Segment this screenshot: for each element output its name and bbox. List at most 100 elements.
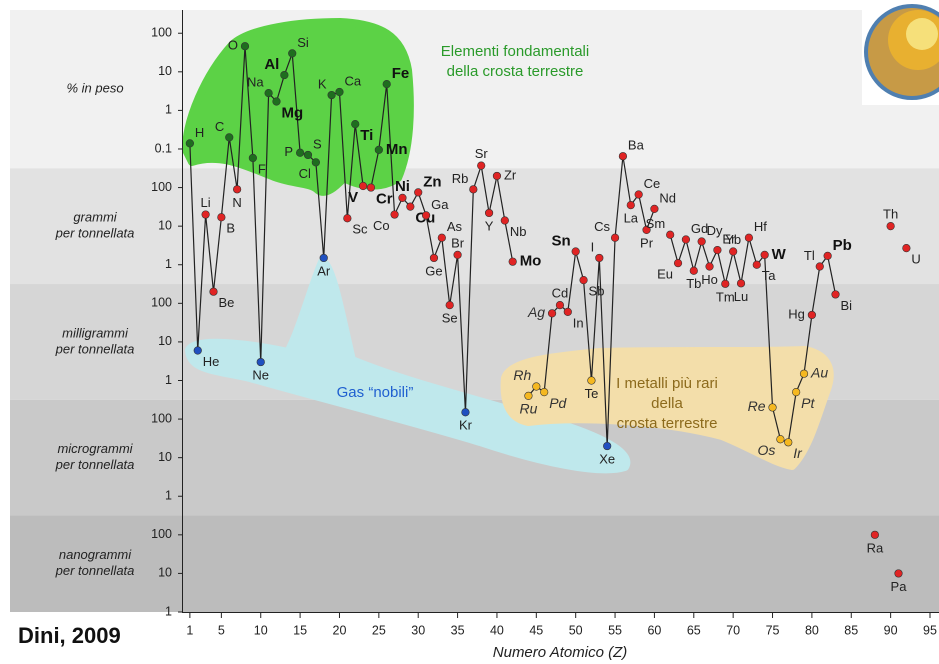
data-point: [587, 376, 596, 385]
element-label: Ge: [425, 263, 442, 278]
element-label: Cl: [299, 166, 311, 181]
data-point: [673, 259, 683, 268]
data-point: [366, 183, 376, 192]
element-label: Ga: [431, 197, 449, 212]
data-point: [713, 245, 722, 255]
x-tick-label: 20: [333, 623, 347, 637]
data-point: [634, 190, 643, 199]
data-point: [642, 225, 651, 234]
y-tick-label: 1: [165, 373, 172, 387]
element-label: Eu: [657, 267, 673, 282]
band-label: per tonnellata: [55, 563, 135, 578]
element-label: Lu: [734, 289, 748, 304]
element-label: S: [313, 136, 322, 151]
data-point: [500, 216, 509, 225]
data-point: [272, 97, 281, 106]
band: [10, 10, 939, 169]
element-label: Tl: [804, 248, 815, 263]
element-label: Ho: [701, 272, 718, 287]
data-point: [319, 253, 328, 263]
element-label: Pa: [891, 579, 908, 594]
element-label: Ca: [344, 73, 361, 88]
y-tick-label: 100: [151, 180, 172, 194]
element-label: He: [203, 354, 220, 369]
element-label: Ba: [628, 138, 645, 153]
data-point: [217, 213, 226, 222]
line: [669, 234, 837, 444]
x-tick-label: 55: [608, 623, 622, 637]
data-point: [610, 233, 620, 242]
element-label: Ru: [519, 401, 537, 417]
x-tick-label: 10: [254, 623, 268, 637]
y-tick-label: 10: [158, 450, 172, 464]
element-label: W: [772, 246, 787, 263]
data-point: [343, 214, 352, 223]
element-label: Si: [297, 35, 309, 50]
element-label: In: [573, 315, 584, 330]
band-label: nanogrammi: [59, 547, 132, 562]
element-label: Yb: [725, 232, 741, 247]
data-point: [532, 382, 541, 391]
data-point: [398, 193, 407, 202]
element-label: Kr: [459, 418, 473, 433]
element-label: Cd: [552, 286, 569, 301]
element-label: Na: [247, 75, 264, 90]
element-label: Ta: [762, 268, 777, 283]
data-point: [421, 211, 431, 220]
data-point: [508, 257, 517, 266]
annotation: della: [651, 395, 683, 412]
data-point: [225, 133, 234, 142]
data-point: [248, 153, 257, 163]
data-point: [902, 243, 911, 253]
earth-inner-core: [906, 18, 938, 50]
element-label: Sb: [589, 284, 605, 299]
data-point: [815, 262, 824, 271]
data-point: [697, 237, 706, 246]
element-label: Co: [373, 218, 390, 233]
element-label: Li: [201, 195, 211, 210]
element-label: Cr: [376, 191, 393, 208]
data-point: [256, 357, 265, 367]
element-label: Th: [883, 207, 898, 222]
line: [189, 46, 514, 413]
data-point: [792, 388, 801, 397]
element-label: Tb: [686, 276, 701, 291]
band: [10, 515, 939, 612]
element-label: I: [591, 239, 595, 254]
element-label: Sm: [646, 216, 666, 231]
element-label: Dy: [707, 223, 723, 238]
element-label: Tm: [716, 289, 735, 304]
element-label: Sn: [552, 232, 571, 249]
element-label: Ir: [793, 445, 803, 461]
y-tick-label: 100: [151, 296, 172, 310]
annotation: Elementi fondamentali: [441, 43, 589, 60]
element-label: N: [232, 195, 241, 210]
element-label: Bi: [841, 298, 853, 313]
data-point: [540, 388, 549, 397]
data-point: [185, 139, 194, 148]
element-label: H: [195, 125, 204, 140]
y-tick-label: 10: [158, 334, 172, 348]
band-label: grammi: [73, 210, 117, 225]
x-tick-label: 25: [372, 623, 386, 637]
element-label: Zn: [423, 173, 441, 190]
element-label: Re: [748, 398, 766, 414]
x-tick-label: 5: [218, 623, 225, 637]
element-label: Y: [485, 218, 494, 233]
data-point: [461, 408, 470, 417]
element-label: Er: [722, 232, 736, 247]
x-tick-label: 50: [569, 623, 583, 637]
data-point: [595, 253, 604, 263]
data-point: [201, 210, 210, 219]
data-point: [721, 279, 730, 288]
data-point: [492, 171, 502, 181]
data-point: [437, 233, 446, 242]
element-label: Pr: [640, 235, 654, 250]
x-tick-label: 35: [451, 623, 465, 637]
x-tick-label: 60: [647, 623, 661, 637]
rare-metals-area: [500, 346, 834, 470]
annotation: crosta terrestre: [617, 415, 718, 432]
data-point: [311, 158, 320, 167]
data-point: [618, 152, 628, 161]
